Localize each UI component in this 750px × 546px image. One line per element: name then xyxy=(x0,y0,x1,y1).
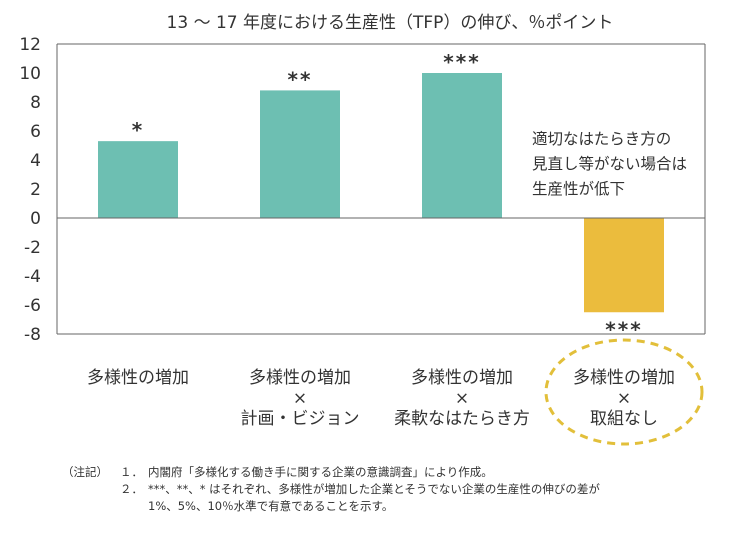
significance-label: *** xyxy=(605,317,642,341)
note-2: ２． ***、**、* はそれぞれ、多様性が増加した企業とそうでない企業の生産性… xyxy=(62,481,742,498)
y-tick-label: 6 xyxy=(30,122,41,142)
category-label: 多様性の増加 xyxy=(87,368,189,388)
note-2-continuation: 1%、5%、10％水準で有意であることを示す。 xyxy=(148,499,394,513)
y-tick-label: 8 xyxy=(30,93,41,113)
category-label: 多様性の増加 xyxy=(411,368,513,388)
significance-label: ** xyxy=(288,67,313,91)
note-number: ２． xyxy=(120,482,143,496)
note-number: １． xyxy=(120,465,143,479)
bar xyxy=(422,73,502,218)
y-tick-label: -8 xyxy=(24,325,41,345)
y-tick-label: 0 xyxy=(30,209,41,229)
bar xyxy=(584,218,664,313)
category-label: 多様性の増加 xyxy=(573,368,675,388)
y-tick-label: 4 xyxy=(30,151,41,171)
category-label: 取組なし xyxy=(590,409,658,429)
y-tick-label: 12 xyxy=(19,35,41,55)
chart-title: 13 〜 17 年度における生産性（TFP）の伸び、％ポイント xyxy=(167,13,614,33)
y-tick-label: -4 xyxy=(24,267,41,287)
y-tick-label: 2 xyxy=(30,180,41,200)
category-label: 柔軟なはたらき方 xyxy=(394,409,530,429)
y-tick-label: 10 xyxy=(19,64,41,84)
category-label: × xyxy=(617,389,631,409)
annotation-text: 見直し等がない場合は xyxy=(532,155,687,173)
annotation-text: 適切なはたらき方の xyxy=(532,130,671,148)
note-text: 内閣府「多様化する働き手に関する企業の意識調査」により作成。 xyxy=(148,465,493,479)
category-label: × xyxy=(455,389,469,409)
significance-label: *** xyxy=(443,50,480,74)
bar xyxy=(260,90,340,218)
annotation-text: 生産性が低下 xyxy=(532,180,625,198)
notes-label: （注記） xyxy=(62,465,108,479)
note-1: （注記） １． 内閣府「多様化する働き手に関する企業の意識調査」により作成。 xyxy=(62,464,742,481)
category-label: 多様性の増加 xyxy=(249,368,351,388)
highlight-ellipse xyxy=(544,338,704,446)
category-label: 計画・ビジョン xyxy=(241,409,360,429)
y-tick-label: -6 xyxy=(24,296,41,316)
notes: （注記） １． 内閣府「多様化する働き手に関する企業の意識調査」により作成。 ２… xyxy=(62,464,742,515)
note-text: ***、**、* はそれぞれ、多様性が増加した企業とそうでない企業の生産性の伸び… xyxy=(148,482,600,496)
significance-label: * xyxy=(132,118,144,142)
y-tick-label: -2 xyxy=(24,238,41,258)
category-label: × xyxy=(293,389,307,409)
bar xyxy=(98,141,178,218)
